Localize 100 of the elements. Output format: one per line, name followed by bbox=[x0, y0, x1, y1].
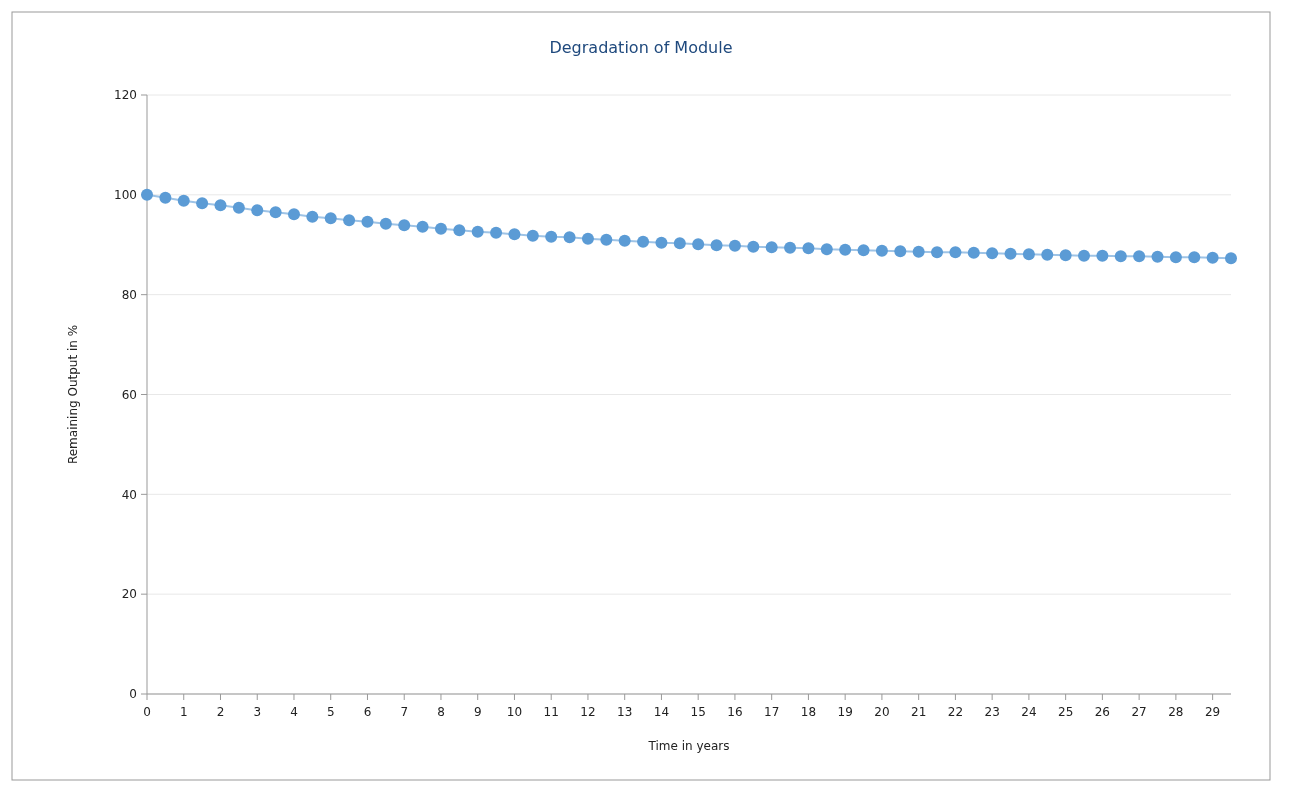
point bbox=[1096, 249, 1109, 262]
point bbox=[251, 204, 264, 217]
point bbox=[379, 217, 392, 230]
point bbox=[269, 206, 282, 219]
x-tick-label: 19 bbox=[837, 705, 853, 719]
point bbox=[802, 242, 815, 255]
point bbox=[1041, 248, 1054, 261]
point bbox=[196, 197, 209, 210]
x-tick-label: 2 bbox=[216, 705, 225, 719]
x-tick-label: 27 bbox=[1131, 705, 1147, 719]
point bbox=[1004, 247, 1017, 260]
point bbox=[839, 243, 852, 256]
y-tick-label: 60 bbox=[121, 387, 137, 402]
x-tick-label: 5 bbox=[326, 705, 335, 719]
point bbox=[949, 246, 962, 259]
point bbox=[287, 208, 300, 221]
x-tick-label: 4 bbox=[290, 705, 298, 719]
point bbox=[1188, 251, 1201, 264]
point bbox=[1169, 251, 1182, 264]
point bbox=[875, 244, 888, 257]
x-tick-label: 15 bbox=[690, 705, 706, 719]
point bbox=[1225, 252, 1237, 265]
point bbox=[820, 243, 833, 256]
point bbox=[453, 224, 466, 237]
point bbox=[416, 220, 429, 233]
x-tick-label: 14 bbox=[653, 705, 670, 719]
x-tick-label: 10 bbox=[506, 705, 523, 719]
point bbox=[141, 188, 153, 201]
point bbox=[912, 245, 925, 258]
point bbox=[581, 232, 594, 245]
y-tick-label: 20 bbox=[121, 587, 137, 602]
point bbox=[508, 228, 521, 241]
point bbox=[692, 238, 705, 251]
point bbox=[306, 210, 319, 223]
point bbox=[967, 246, 980, 259]
y-tick-label: 0 bbox=[129, 687, 137, 702]
x-tick-label: 22 bbox=[947, 705, 964, 719]
point bbox=[986, 247, 999, 260]
x-tick-label: 24 bbox=[1021, 705, 1037, 719]
x-axis-title: Time in years bbox=[647, 739, 730, 753]
point bbox=[673, 237, 686, 250]
point bbox=[361, 215, 374, 228]
x-tick-label: 29 bbox=[1204, 705, 1221, 719]
point bbox=[728, 239, 741, 252]
point bbox=[214, 199, 227, 212]
x-tick-label: 3 bbox=[253, 705, 262, 719]
chart-title: Degradation of Module bbox=[549, 38, 733, 57]
point bbox=[600, 233, 613, 246]
point bbox=[857, 244, 870, 257]
point bbox=[765, 241, 778, 254]
point bbox=[618, 234, 631, 247]
point bbox=[1059, 249, 1072, 262]
point bbox=[563, 231, 576, 244]
x-tick-label: 28 bbox=[1168, 705, 1184, 719]
point bbox=[747, 240, 760, 253]
x-tick-label: 23 bbox=[984, 705, 1000, 719]
point bbox=[655, 236, 668, 249]
point bbox=[343, 214, 356, 227]
point bbox=[159, 191, 172, 204]
point bbox=[931, 246, 944, 259]
x-tick-label: 13 bbox=[617, 705, 633, 719]
x-tick-label: 21 bbox=[911, 705, 927, 719]
x-tick-label: 16 bbox=[727, 705, 743, 719]
x-tick-label: 17 bbox=[764, 705, 780, 719]
x-tick-label: 9 bbox=[473, 705, 482, 719]
point bbox=[1206, 251, 1219, 264]
y-tick-label: 80 bbox=[121, 287, 137, 302]
x-tick-label: 0 bbox=[143, 705, 151, 719]
x-tick-label: 18 bbox=[800, 705, 817, 719]
point bbox=[1114, 250, 1127, 263]
point bbox=[637, 235, 650, 248]
point bbox=[784, 241, 797, 254]
point bbox=[434, 222, 447, 235]
x-tick-label: 6 bbox=[363, 705, 372, 719]
point bbox=[894, 245, 907, 258]
x-tick-label: 26 bbox=[1094, 705, 1111, 719]
x-tick-label: 20 bbox=[874, 705, 890, 719]
x-tick-label: 1 bbox=[179, 705, 188, 719]
point bbox=[526, 229, 539, 242]
y-tick-label: 100 bbox=[114, 188, 137, 203]
point bbox=[471, 225, 484, 238]
x-tick-label: 12 bbox=[580, 705, 596, 719]
point bbox=[710, 239, 723, 252]
y-tick-label: 40 bbox=[121, 487, 137, 502]
point bbox=[545, 230, 558, 243]
point bbox=[177, 194, 190, 207]
point bbox=[490, 226, 503, 239]
point bbox=[398, 219, 411, 232]
point bbox=[1133, 250, 1146, 263]
point bbox=[1078, 249, 1091, 262]
point bbox=[324, 212, 337, 225]
point bbox=[1151, 250, 1164, 263]
x-tick-label: 11 bbox=[543, 705, 559, 719]
point bbox=[232, 201, 245, 214]
y-axis-title: Remaining Output in % bbox=[66, 324, 80, 465]
x-tick-label: 7 bbox=[400, 705, 409, 719]
y-tick-label: 120 bbox=[114, 88, 137, 103]
point bbox=[1022, 248, 1035, 261]
x-tick-label: 25 bbox=[1058, 705, 1074, 719]
x-tick-label: 8 bbox=[437, 705, 445, 719]
